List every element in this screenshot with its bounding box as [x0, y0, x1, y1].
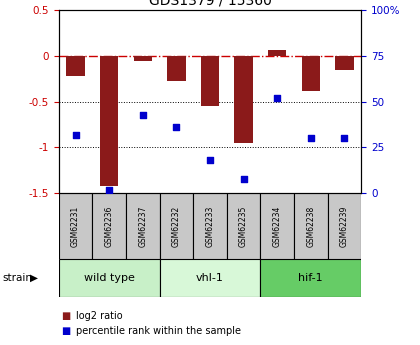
Point — [274, 95, 281, 101]
Title: GDS1379 / 15360: GDS1379 / 15360 — [149, 0, 271, 8]
Bar — [160, 259, 260, 297]
Text: GSM62239: GSM62239 — [340, 205, 349, 247]
Text: GSM62238: GSM62238 — [306, 205, 315, 247]
Text: GSM62237: GSM62237 — [138, 205, 147, 247]
Bar — [201, 56, 219, 106]
Bar — [160, 193, 193, 259]
Point — [106, 187, 113, 192]
Point — [341, 136, 348, 141]
Bar — [268, 50, 286, 56]
Text: GSM62231: GSM62231 — [71, 205, 80, 247]
Point — [307, 136, 314, 141]
Text: hif-1: hif-1 — [299, 273, 323, 283]
Bar — [66, 56, 85, 76]
Bar — [335, 56, 354, 70]
Bar — [294, 193, 328, 259]
Bar — [59, 259, 160, 297]
Bar — [193, 193, 227, 259]
Bar — [260, 259, 361, 297]
Bar — [134, 56, 152, 61]
Bar — [100, 56, 118, 186]
Text: log2 ratio: log2 ratio — [76, 311, 123, 321]
Text: GSM62236: GSM62236 — [105, 205, 114, 247]
Bar — [167, 56, 186, 81]
Point — [240, 176, 247, 181]
Bar — [260, 193, 294, 259]
Text: GSM62234: GSM62234 — [273, 205, 282, 247]
Point — [207, 158, 213, 163]
Text: GSM62232: GSM62232 — [172, 205, 181, 247]
Text: GSM62233: GSM62233 — [205, 205, 215, 247]
Text: wild type: wild type — [84, 273, 135, 283]
Text: ▶: ▶ — [30, 273, 38, 283]
Point — [72, 132, 79, 137]
Bar — [328, 193, 361, 259]
Bar — [234, 56, 253, 143]
Text: strain: strain — [2, 273, 32, 283]
Bar — [227, 193, 260, 259]
Bar — [59, 193, 92, 259]
Text: percentile rank within the sample: percentile rank within the sample — [76, 326, 241, 336]
Text: ■: ■ — [61, 311, 70, 321]
Text: vhl-1: vhl-1 — [196, 273, 224, 283]
Bar — [126, 193, 160, 259]
Bar — [92, 193, 126, 259]
Point — [173, 125, 180, 130]
Bar — [302, 56, 320, 91]
Point — [139, 112, 146, 117]
Text: GSM62235: GSM62235 — [239, 205, 248, 247]
Text: ■: ■ — [61, 326, 70, 336]
